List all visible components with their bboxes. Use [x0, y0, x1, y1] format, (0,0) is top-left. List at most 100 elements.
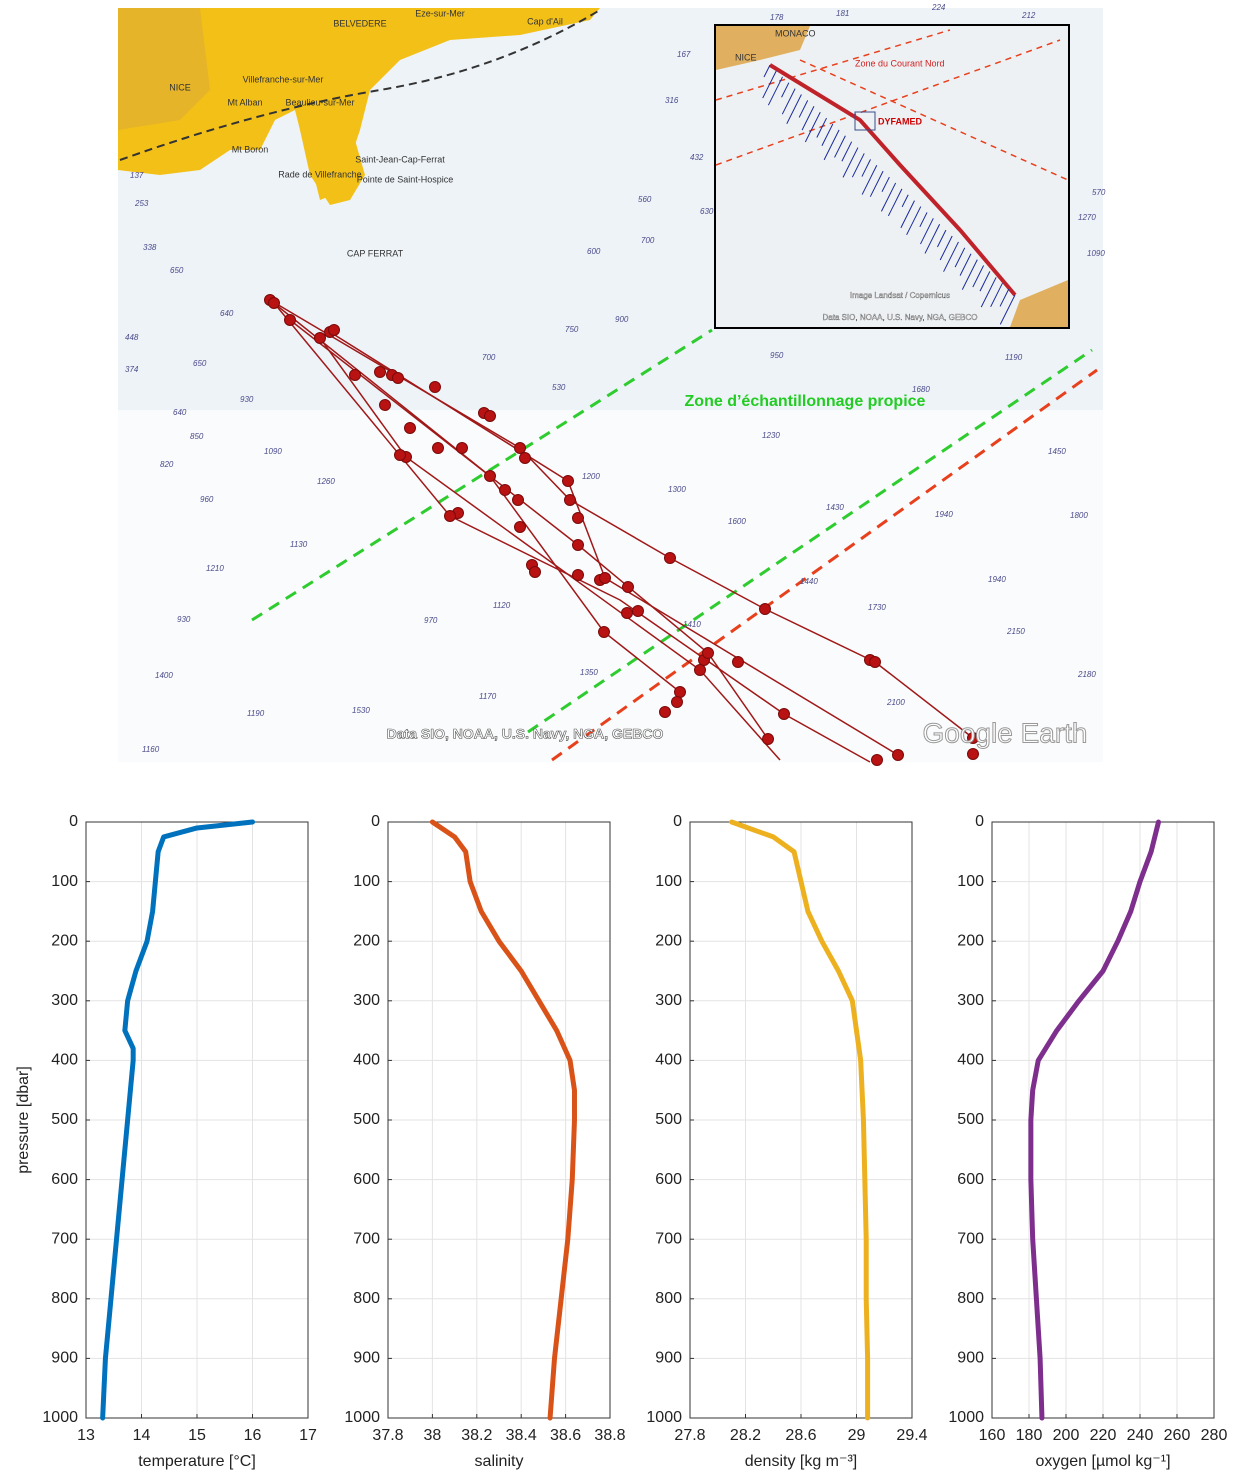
x-tick-label: 37.8 [372, 1427, 403, 1444]
y-axis-label: pressure [dbar] [15, 1066, 32, 1174]
y-tick-label: 600 [957, 1171, 984, 1188]
y-tick-label: 300 [51, 992, 78, 1009]
track-dot [563, 476, 574, 487]
track-dot [733, 657, 744, 668]
y-tick-label: 900 [957, 1350, 984, 1367]
track-dot [633, 606, 644, 617]
track-dot [520, 453, 531, 464]
sounding: 432 [690, 153, 704, 162]
sounding: 570 [1092, 188, 1106, 197]
y-tick-label: 100 [957, 873, 984, 890]
sounding: 374 [125, 365, 139, 374]
track-dot [600, 573, 611, 584]
y-tick-label: 500 [353, 1111, 380, 1128]
x-tick-label: 38.4 [506, 1427, 537, 1444]
y-tick-label: 600 [51, 1171, 78, 1188]
credit: Data SIO, NOAA, U.S. Navy, NGA, GEBCO [387, 726, 664, 742]
sounding: 750 [565, 325, 579, 334]
sounding: 1430 [826, 503, 844, 512]
sounding: 338 [143, 243, 157, 252]
sounding: 560 [638, 195, 652, 204]
sounding: 167 [677, 50, 691, 59]
track-dot [665, 553, 676, 564]
x-tick-label: 14 [133, 1427, 151, 1444]
x-tick-label: 160 [979, 1427, 1006, 1444]
track-dot [433, 443, 444, 454]
track-dot [872, 755, 883, 766]
y-tick-label: 1000 [42, 1409, 78, 1426]
track-dot [763, 734, 774, 745]
sounding: 1350 [580, 668, 598, 677]
sounding: 930 [240, 395, 254, 404]
sounding: 600 [587, 247, 601, 256]
track-dot [760, 604, 771, 615]
x-tick-label: 280 [1201, 1427, 1228, 1444]
sounding: 900 [615, 315, 629, 324]
place-label: Pointe de Saint-Hospice [357, 174, 454, 184]
sounding: 530 [552, 383, 566, 392]
sounding: 970 [424, 616, 438, 625]
sounding: 950 [770, 351, 784, 360]
y-tick-label: 600 [655, 1171, 682, 1188]
earth-sea [118, 410, 1103, 762]
sounding: 1940 [988, 575, 1006, 584]
track-dot [779, 709, 790, 720]
place-label: Mt Boron [232, 144, 269, 154]
place-label: Rade de Villefranche [278, 169, 361, 179]
place-label: Villefranche-sur-Mer [243, 74, 324, 84]
sounding: 1410 [683, 620, 701, 629]
x-axis-label: temperature [°C] [138, 1453, 256, 1470]
track-dot [500, 485, 511, 496]
y-tick-label: 0 [69, 813, 78, 830]
track-dot [515, 443, 526, 454]
x-tick-label: 240 [1127, 1427, 1154, 1444]
track-dot [485, 471, 496, 482]
track-dot [485, 411, 496, 422]
track-dot [393, 373, 404, 384]
sounding: 1090 [264, 447, 282, 456]
y-tick-label: 200 [353, 932, 380, 949]
sounding: 700 [641, 236, 655, 245]
y-tick-label: 0 [673, 813, 682, 830]
watermark: Google Earth [923, 717, 1088, 748]
y-tick-label: 100 [353, 873, 380, 890]
track-dot [660, 707, 671, 718]
y-tick-label: 400 [655, 1052, 682, 1069]
track-dot [573, 570, 584, 581]
y-tick-label: 400 [353, 1052, 380, 1069]
sounding: 850 [190, 432, 204, 441]
place-label: NICE [169, 82, 191, 92]
sounding: 1730 [868, 603, 886, 612]
sounding: 316 [665, 96, 679, 105]
sounding: 1090 [1087, 249, 1105, 258]
track-dot [968, 749, 979, 760]
track-dot [315, 333, 326, 344]
y-tick-label: 800 [655, 1290, 682, 1307]
x-tick-label: 260 [1164, 1427, 1191, 1444]
y-tick-label: 1000 [948, 1409, 984, 1426]
x-tick-label: 38.2 [461, 1427, 492, 1444]
x-tick-label: 15 [188, 1427, 206, 1444]
y-tick-label: 500 [655, 1111, 682, 1128]
place-label: Eze-sur-Mer [415, 8, 465, 18]
sounding: 1120 [493, 601, 511, 610]
y-tick-label: 800 [957, 1290, 984, 1307]
sounding: 1530 [352, 706, 370, 715]
sounding: 1600 [728, 517, 746, 526]
inset-credit: Data SIO, NOAA, U.S. Navy, NGA, GEBCO [823, 313, 978, 322]
page: {"map":{ "place_labels":["NICE","BELVEDE… [0, 0, 1240, 1479]
track-dot [329, 325, 340, 336]
track-dot [457, 443, 468, 454]
sounding: 1230 [762, 431, 780, 440]
x-tick-label: 16 [244, 1427, 262, 1444]
y-tick-label: 100 [51, 873, 78, 890]
track-dot [515, 522, 526, 533]
inset-label: Zone du Courant Nord [855, 58, 945, 68]
y-tick-label: 0 [975, 813, 984, 830]
track-dot [893, 750, 904, 761]
y-tick-label: 600 [353, 1171, 380, 1188]
sounding: 820 [160, 460, 174, 469]
track-dot [675, 687, 686, 698]
place-label: Beaulieu-sur-Mer [285, 97, 354, 107]
